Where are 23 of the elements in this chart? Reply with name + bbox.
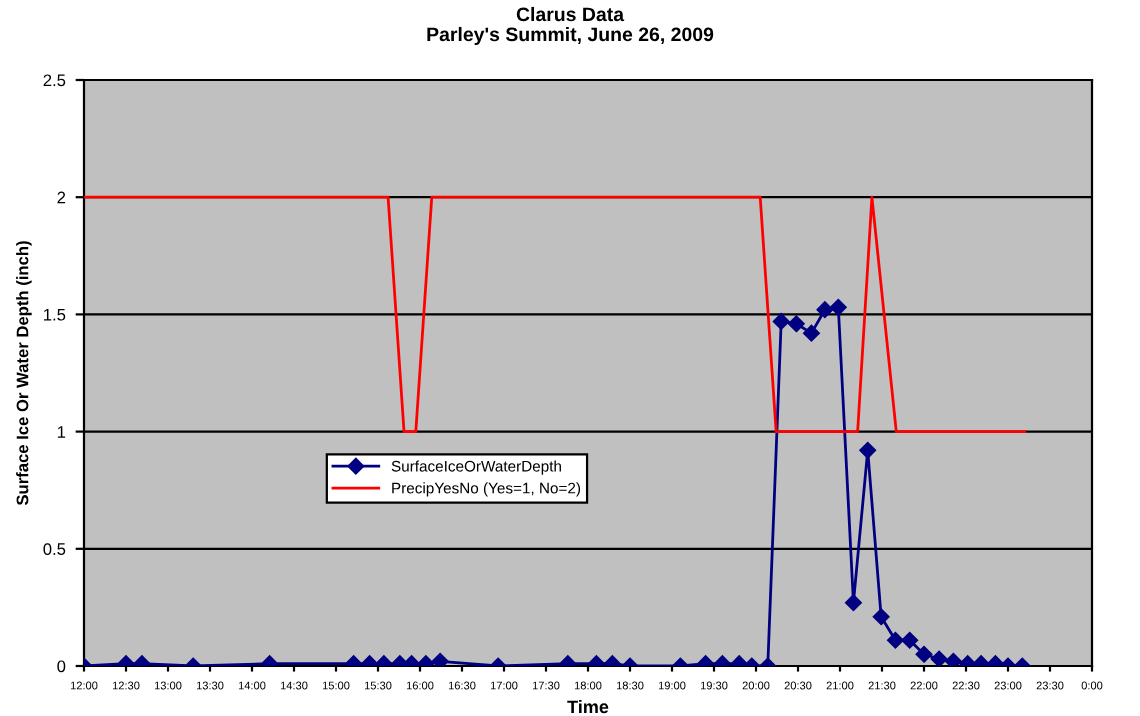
- point: [788, 315, 805, 333]
- point: [816, 301, 834, 318]
- point: [887, 631, 904, 649]
- point: [859, 442, 876, 459]
- y-tick-label: 0: [57, 660, 66, 673]
- y-tick-label: 2: [57, 191, 66, 204]
- y-tick-label: 1: [57, 426, 66, 438]
- point: [845, 594, 862, 611]
- chart-title: Clarus Data: [516, 6, 625, 22]
- y-tick-label: 1.5: [44, 308, 66, 321]
- point: [431, 653, 449, 666]
- point: [945, 653, 962, 666]
- chart-subtitle: Parley's Summit, June 26, 2009: [427, 26, 714, 46]
- point: [830, 299, 847, 316]
- y-tick-label: 0.5: [43, 543, 66, 555]
- point: [930, 650, 948, 666]
- y-tick-label: 2.5: [43, 74, 66, 87]
- x-axis-title: Time: [567, 699, 609, 714]
- point: [772, 313, 790, 330]
- point: [803, 324, 820, 342]
- y-axis-title: Surface Ice Or Water Depth (inch): [16, 241, 32, 506]
- point: [901, 631, 918, 649]
- point: [872, 608, 890, 626]
